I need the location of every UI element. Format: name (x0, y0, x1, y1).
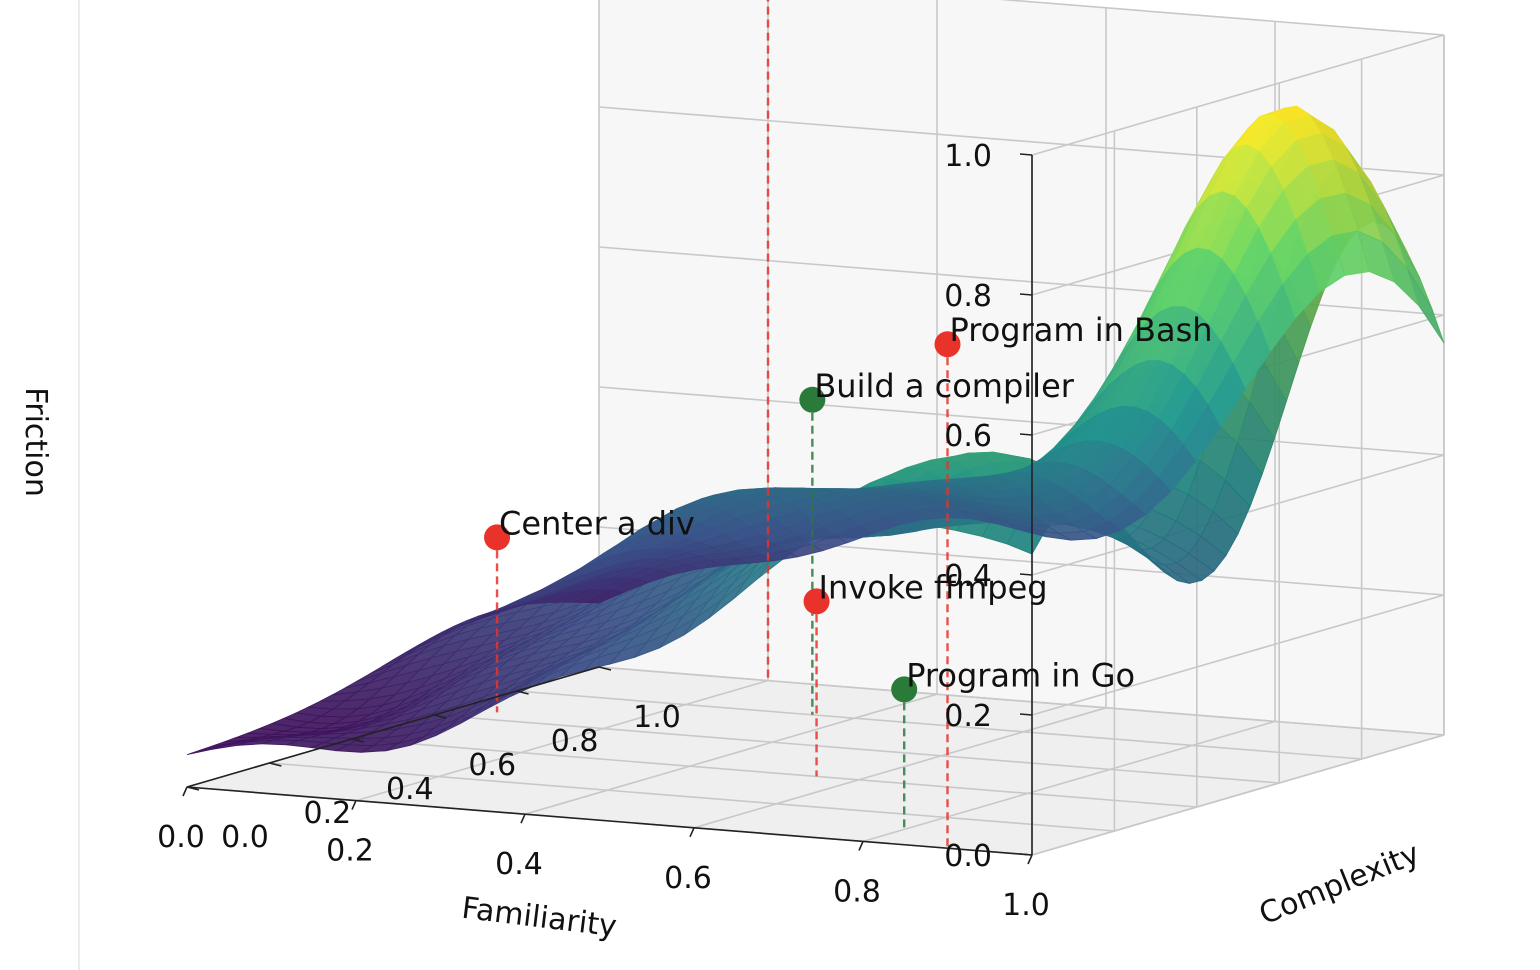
x-tick-label: 0.6 (664, 861, 712, 896)
z-tick-label: 0.6 (944, 419, 992, 454)
point-label: Invoke ffmpeg (819, 568, 1048, 606)
data-point-marker (891, 676, 918, 703)
z-tick-mark (1019, 713, 1033, 716)
x-tick-mark (858, 841, 864, 851)
grid-z-left-wall (1031, 34, 1445, 156)
y-tick-mark (269, 762, 282, 767)
x-tick-mark (689, 827, 695, 838)
x-tick-mark (520, 813, 526, 824)
y-tick-mark (434, 714, 447, 719)
z-tick-mark (1019, 153, 1033, 156)
x-tick-label: 1.0 (1002, 888, 1050, 923)
grid-y-floor (351, 738, 1197, 808)
x-tick-label: 0.4 (495, 847, 543, 882)
grid-x-floor (355, 679, 769, 802)
x-tick-label: 0.2 (326, 834, 374, 869)
y-tick-mark (598, 666, 612, 671)
x-tick-mark (182, 786, 188, 797)
grid-y-floor (598, 666, 1445, 736)
z-tick-mark (1019, 853, 1033, 856)
data-point-marker (934, 331, 961, 358)
y-tick-label: 0.6 (468, 748, 516, 783)
point-label: Center a div (499, 504, 695, 542)
z-tick-label: 0.4 (944, 559, 992, 594)
grid-x-floor (524, 693, 938, 815)
grid-z-left-wall (1031, 594, 1445, 716)
grid-z-right-wall (598, 386, 1445, 456)
z-tick-label: 0.8 (944, 279, 992, 314)
point-stems (495, 0, 949, 849)
z-tick-mark (1019, 573, 1033, 576)
y-tick-label: 0.4 (386, 772, 434, 807)
x-axis-line (186, 786, 1033, 856)
point-label: Build a compiler (814, 367, 1074, 405)
data-point-marker (484, 524, 511, 551)
y-tick-label: 0.2 (304, 796, 352, 831)
point-label: Program in Bash (950, 311, 1213, 349)
y-tick-label: 0.0 (221, 820, 269, 855)
grid-z-right-wall (999, 0, 1445, 36)
z-tick-label: 0.0 (944, 839, 992, 874)
axes: 1.0 0.8 0.6 0.4 0.2 0.0 0.0 0.2 0.4 0.6 0.8 1.0 0.0 0… (157, 139, 1050, 923)
x-tick-label: 0.0 (157, 820, 205, 855)
y-tick-mark (186, 786, 200, 791)
grid-x-floor (693, 707, 1107, 829)
y-axis-line (186, 666, 600, 788)
z-tick-label: 1.0 (944, 139, 992, 174)
point-label: Program in Go (906, 656, 1135, 694)
y-tick-label: 0.8 (551, 724, 599, 759)
x-tick-mark (1027, 854, 1033, 865)
y-tick-label: 1.0 (633, 700, 681, 735)
grid-x-floor (862, 720, 1276, 843)
grid-y-floor (269, 762, 1115, 832)
z-tick-mark (1019, 433, 1033, 436)
z-tick-mark (1019, 293, 1033, 296)
data-point-marker (799, 386, 826, 413)
x-tick-mark (351, 800, 357, 810)
y-tick-mark (516, 690, 529, 695)
surface-facet (586, 590, 626, 604)
x-tick-label: 0.8 (833, 874, 881, 909)
grid-x-floor (1031, 734, 1445, 856)
z-tick-label: 0.2 (944, 699, 992, 734)
z-axis-label: Friction (18, 387, 53, 497)
grid-y-floor (516, 690, 1362, 760)
y-tick-mark (351, 738, 364, 743)
grid-y-floor (434, 714, 1280, 784)
data-point-marker (803, 588, 830, 615)
